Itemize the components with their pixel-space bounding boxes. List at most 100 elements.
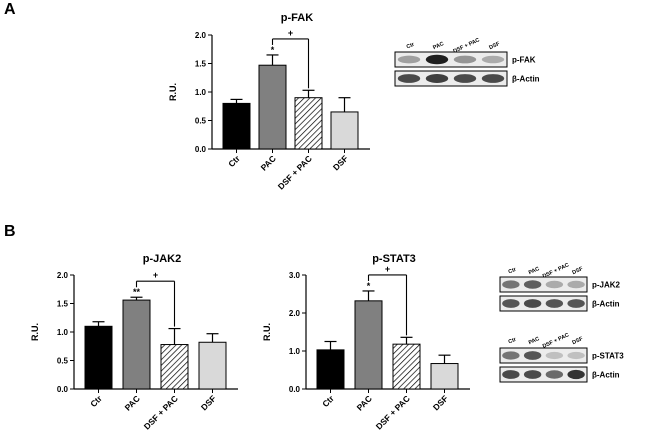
blot-band bbox=[502, 299, 520, 308]
blot-row-label: p-JAK2 bbox=[592, 281, 621, 290]
blot-band bbox=[523, 370, 542, 379]
y-tick-label: 1.0 bbox=[289, 347, 301, 356]
lane-label: PAC bbox=[432, 41, 445, 51]
y-tick-label: 3.0 bbox=[289, 271, 301, 280]
lane-label: Ctr bbox=[508, 336, 519, 345]
blot-band bbox=[545, 351, 564, 360]
blot-band bbox=[545, 280, 564, 289]
y-axis-label: R.U. bbox=[168, 83, 178, 101]
significance-marker: ** bbox=[133, 287, 141, 297]
blot-band bbox=[502, 351, 520, 360]
blot-band bbox=[523, 280, 542, 289]
bar-pac bbox=[122, 299, 151, 390]
blot-band bbox=[567, 351, 585, 360]
y-tick-label: 0.0 bbox=[57, 385, 69, 394]
blot-strip bbox=[499, 347, 588, 364]
chart-title: p-JAK2 bbox=[143, 253, 182, 265]
blot-band bbox=[523, 351, 542, 360]
blot-band bbox=[545, 299, 564, 308]
blot-band bbox=[523, 299, 542, 308]
y-tick-label: 2.0 bbox=[57, 271, 69, 280]
bar-ctr bbox=[222, 102, 251, 150]
y-tick-label: 0.0 bbox=[289, 385, 301, 394]
bar-pac bbox=[258, 64, 287, 150]
blot-band bbox=[567, 369, 585, 380]
blot-strip bbox=[499, 276, 588, 293]
x-tick-label: DSF bbox=[199, 393, 218, 412]
x-tick-label: PAC bbox=[355, 393, 374, 412]
lane-label: DSF bbox=[571, 266, 584, 276]
comparison-symbol: + bbox=[153, 270, 158, 280]
x-tick-label: Ctr bbox=[226, 153, 242, 169]
blot-band bbox=[502, 370, 520, 379]
blot-band bbox=[453, 74, 477, 83]
chart-p-jak2: p-JAK2 0.0 0.5 1.0 1.5 2.0 R.U. Ctr PAC DSF + PAC… bbox=[30, 253, 238, 432]
lane-label: PAC bbox=[528, 336, 541, 346]
blot-strip bbox=[499, 295, 588, 312]
blot-band bbox=[425, 74, 449, 83]
y-tick-label: 1.5 bbox=[57, 300, 69, 309]
bar-dsf-pac bbox=[160, 344, 189, 390]
significance-marker: * bbox=[367, 281, 371, 291]
bar-dsf bbox=[198, 341, 227, 390]
x-tick-label: DSF + PAC bbox=[142, 393, 180, 431]
chart-p-stat3: p-STAT3 0.0 1.0 2.0 3.0 R.U. Ctr PAC DSF + PAC DS… bbox=[262, 253, 470, 432]
x-tick-label: DSF + PAC bbox=[276, 153, 314, 191]
x-tick-label: PAC bbox=[259, 153, 278, 172]
blot-band bbox=[502, 280, 520, 289]
western-blot-p-stat3: Ctr PAC DSF + PAC DSF p-STAT3 β-Actin bbox=[499, 332, 624, 383]
blot-band bbox=[545, 370, 564, 379]
y-tick-label: 0.5 bbox=[195, 117, 207, 126]
y-tick-label: 0.0 bbox=[195, 145, 207, 154]
panel-letter-b: B bbox=[4, 223, 16, 240]
y-tick-label: 2.0 bbox=[289, 309, 301, 318]
chart-title: p-FAK bbox=[281, 12, 313, 24]
x-tick-label: DSF bbox=[431, 393, 450, 412]
bar-dsf-pac bbox=[294, 97, 323, 150]
lane-label: PAC bbox=[528, 266, 541, 276]
blot-row-label: β-Actin bbox=[592, 300, 620, 309]
lane-label: DSF bbox=[488, 41, 501, 51]
blot-band bbox=[453, 55, 477, 64]
blot-band bbox=[425, 54, 449, 65]
x-tick-label: DSF + PAC bbox=[374, 393, 412, 431]
bar-dsf-pac bbox=[392, 343, 421, 390]
blot-band bbox=[397, 55, 421, 64]
lane-label: DSF + PAC bbox=[542, 332, 570, 349]
blot-strip bbox=[499, 366, 588, 383]
bar-ctr bbox=[316, 349, 345, 390]
lane-label: Ctr bbox=[508, 266, 519, 275]
blot-band bbox=[567, 280, 585, 289]
x-tick-label: Ctr bbox=[88, 393, 104, 409]
blot-strip bbox=[394, 70, 508, 87]
blot-band bbox=[481, 74, 505, 83]
blot-band bbox=[397, 74, 421, 83]
significance-marker: * bbox=[271, 45, 275, 55]
y-axis-label: R.U. bbox=[30, 323, 40, 341]
x-tick-label: PAC bbox=[123, 393, 142, 412]
blot-band bbox=[481, 55, 505, 64]
blot-row-label: β-Actin bbox=[512, 75, 540, 84]
y-tick-label: 2.0 bbox=[195, 31, 207, 40]
bar-dsf bbox=[430, 363, 459, 390]
y-tick-label: 1.0 bbox=[195, 88, 207, 97]
panel-letter-a: A bbox=[4, 1, 16, 18]
chart-title: p-STAT3 bbox=[372, 253, 416, 265]
y-tick-label: 1.0 bbox=[57, 328, 69, 337]
y-tick-label: 1.5 bbox=[195, 60, 207, 69]
blot-strip bbox=[394, 51, 508, 68]
blot-row-label: p-STAT3 bbox=[592, 352, 624, 361]
x-tick-label: Ctr bbox=[320, 393, 336, 409]
y-axis-label: R.U. bbox=[262, 323, 272, 341]
blot-band bbox=[567, 299, 585, 308]
bar-dsf bbox=[330, 111, 359, 150]
blot-row-label: p-FAK bbox=[512, 56, 536, 65]
blot-row-label: β-Actin bbox=[592, 371, 620, 380]
x-tick-label: DSF bbox=[331, 153, 350, 172]
lane-label: Ctr bbox=[406, 41, 417, 50]
bar-pac bbox=[354, 300, 383, 390]
lane-label: DSF bbox=[571, 336, 584, 346]
